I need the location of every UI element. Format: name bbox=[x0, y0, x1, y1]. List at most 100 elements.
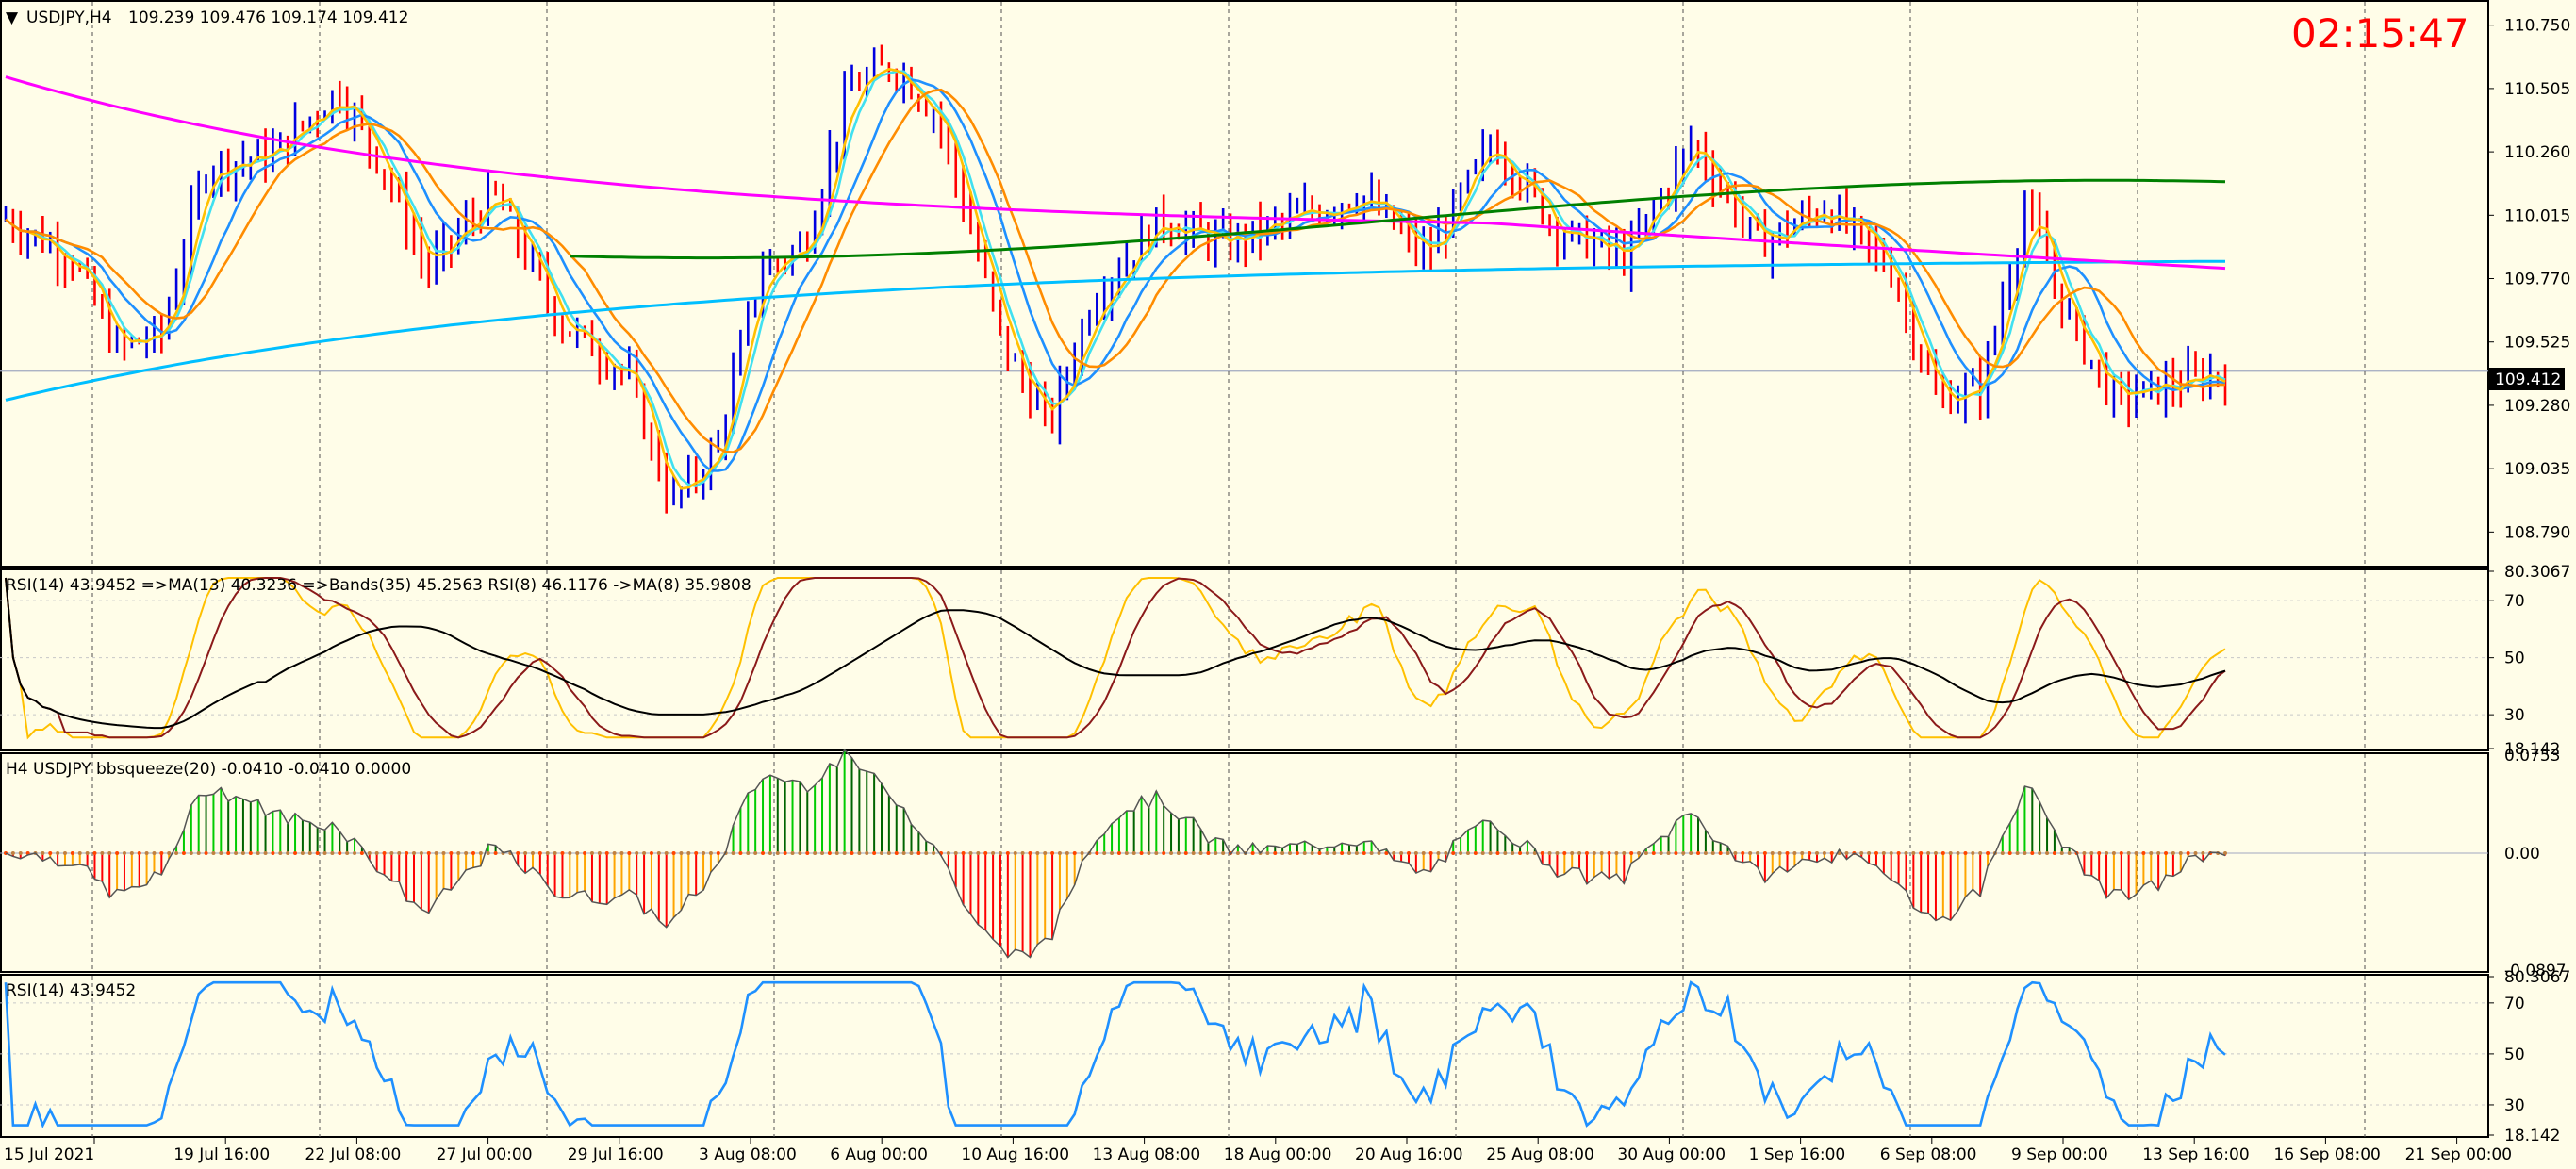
squeeze-dot bbox=[1340, 851, 1345, 856]
squeeze-dot bbox=[426, 851, 431, 856]
ohlc-readout: 109.239 109.476 109.174 109.412 bbox=[128, 8, 408, 27]
squeeze-dot bbox=[1622, 851, 1627, 856]
squeeze-dot bbox=[1710, 851, 1715, 856]
rsi-ma-line bbox=[5, 577, 2226, 739]
squeeze-dot bbox=[174, 851, 179, 856]
bbsqueeze-header: H4 USDJPY bbsqueeze(20) -0.0410 -0.0410 … bbox=[6, 760, 411, 779]
time-label: 3 Aug 08:00 bbox=[699, 1145, 797, 1164]
chart-menu-triangle-icon[interactable]: ▼ bbox=[6, 8, 19, 27]
squeeze-dot bbox=[1614, 851, 1619, 856]
squeeze-dot bbox=[1162, 851, 1166, 856]
squeeze-dot bbox=[1940, 851, 1945, 856]
squeeze-dot bbox=[545, 851, 550, 856]
current-price-tag: 109.412 bbox=[2495, 370, 2561, 389]
squeeze-dot bbox=[1428, 851, 1433, 856]
squeeze-dot bbox=[612, 851, 617, 856]
rsi-bands-header: RSI(14) 43.9452 =>MA(13) 40.3236 =>Bands… bbox=[6, 576, 751, 595]
squeeze-dot bbox=[278, 851, 283, 856]
squeeze-dot bbox=[18, 851, 23, 856]
squeeze-dot bbox=[1080, 851, 1084, 856]
squeeze-dot bbox=[240, 851, 245, 856]
time-label: 13 Sep 16:00 bbox=[2142, 1145, 2249, 1164]
rsi-tick-label: 80.3067 bbox=[2504, 563, 2570, 582]
squeeze-dot bbox=[152, 851, 157, 856]
squeeze-tick-label: -0.0897 bbox=[2504, 962, 2567, 980]
squeeze-dot bbox=[1325, 851, 1329, 856]
squeeze-dot bbox=[1436, 851, 1441, 856]
squeeze-dot bbox=[731, 851, 735, 856]
squeeze-dot bbox=[434, 851, 438, 856]
squeeze-dot bbox=[1369, 851, 1374, 856]
squeeze-dot bbox=[1933, 851, 1938, 856]
squeeze-dot bbox=[256, 851, 260, 856]
bbsqueeze-panel[interactable] bbox=[0, 752, 2489, 973]
squeeze-dot bbox=[2201, 851, 2205, 856]
squeeze-dot bbox=[1116, 851, 1121, 856]
squeeze-dot bbox=[1095, 851, 1099, 856]
squeeze-dot bbox=[1822, 851, 1826, 856]
squeeze-dot bbox=[694, 851, 699, 856]
squeeze-dot bbox=[1829, 851, 1834, 856]
squeeze-dot bbox=[1904, 851, 1908, 856]
squeeze-dot bbox=[619, 851, 624, 856]
squeeze-dot bbox=[1584, 851, 1589, 856]
squeeze-dot bbox=[137, 851, 141, 856]
time-label: 9 Sep 00:00 bbox=[2011, 1145, 2108, 1164]
squeeze-dot bbox=[1176, 851, 1181, 856]
squeeze-dot bbox=[708, 851, 713, 856]
squeeze-dot bbox=[129, 851, 134, 856]
squeeze-dot bbox=[1792, 851, 1797, 856]
squeeze-dot bbox=[307, 851, 312, 856]
squeeze-dot bbox=[322, 851, 327, 856]
squeeze-dot bbox=[167, 851, 172, 856]
squeeze-dot bbox=[85, 851, 90, 856]
squeeze-dot bbox=[338, 851, 342, 856]
squeeze-dot bbox=[983, 851, 988, 856]
squeeze-dot bbox=[1629, 851, 1634, 856]
squeeze-dot bbox=[1406, 851, 1411, 856]
squeeze-dot bbox=[1956, 851, 1960, 856]
squeeze-dot bbox=[248, 851, 253, 856]
squeeze-dot bbox=[219, 851, 223, 856]
squeeze-dot bbox=[1288, 851, 1293, 856]
squeeze-dot bbox=[1948, 851, 1953, 856]
squeeze-dot bbox=[2126, 851, 2131, 856]
squeeze-dot bbox=[397, 851, 402, 856]
squeeze-dot bbox=[1963, 851, 1968, 856]
squeeze-dot bbox=[1518, 851, 1523, 856]
squeeze-dot bbox=[597, 851, 602, 856]
squeeze-dot bbox=[1221, 851, 1226, 856]
squeeze-dot bbox=[1800, 851, 1805, 856]
squeeze-dot bbox=[2186, 851, 2190, 856]
squeeze-dot bbox=[1718, 851, 1723, 856]
rsi2-tick-label: 50 bbox=[2504, 1046, 2525, 1064]
squeeze-dot bbox=[886, 851, 891, 856]
time-label: 6 Aug 00:00 bbox=[830, 1145, 928, 1164]
squeeze-dot bbox=[909, 851, 914, 856]
squeeze-dot bbox=[382, 851, 387, 856]
squeeze-dot bbox=[1681, 851, 1686, 856]
squeeze-dot bbox=[1607, 851, 1611, 856]
squeeze-dot bbox=[2156, 851, 2161, 856]
squeeze-dot bbox=[1273, 851, 1278, 856]
main-price-panel[interactable] bbox=[0, 0, 2489, 568]
squeeze-dot bbox=[686, 851, 691, 856]
squeeze-dot bbox=[1570, 851, 1575, 856]
squeeze-dot bbox=[271, 851, 275, 856]
ma-long-line bbox=[5, 259, 2225, 402]
squeeze-dot bbox=[1459, 851, 1463, 856]
time-label: 10 Aug 16:00 bbox=[961, 1145, 1069, 1164]
squeeze-dot bbox=[181, 851, 186, 856]
squeeze-dot bbox=[1511, 851, 1515, 856]
price-tick-label: 109.525 bbox=[2504, 334, 2570, 353]
squeeze-dot bbox=[353, 851, 357, 856]
rsi-panel[interactable] bbox=[0, 974, 2489, 1138]
squeeze-dot bbox=[456, 851, 461, 856]
squeeze-dot bbox=[813, 851, 817, 856]
rsi-bands-panel[interactable] bbox=[0, 568, 2489, 751]
squeeze-dot bbox=[1637, 851, 1642, 856]
squeeze-dot bbox=[1235, 851, 1240, 856]
squeeze-dot bbox=[1169, 851, 1174, 856]
squeeze-dot bbox=[2171, 851, 2175, 856]
